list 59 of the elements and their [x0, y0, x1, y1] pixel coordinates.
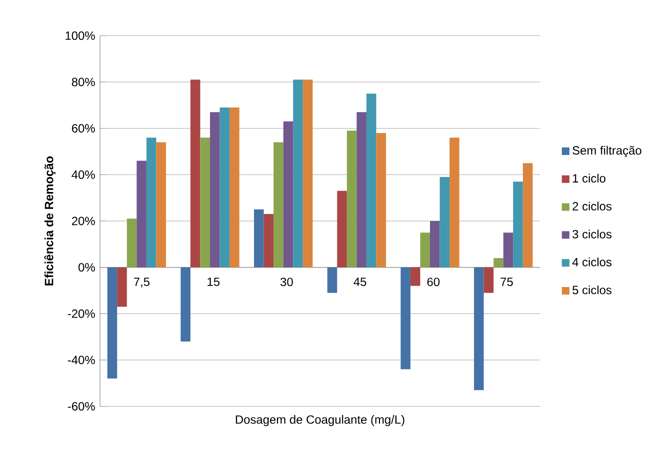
x-tick-label: 60 — [427, 278, 440, 286]
bar — [210, 112, 220, 268]
bar — [420, 232, 430, 268]
bar — [190, 80, 200, 268]
bar — [230, 107, 240, 268]
bar — [254, 209, 264, 268]
y-tick-label: 20% — [72, 216, 95, 226]
y-axis-title: Eficiência de Remoção — [44, 156, 56, 286]
legend-label: 2 ciclos — [572, 202, 612, 210]
bar — [430, 221, 440, 268]
bar — [494, 258, 504, 268]
bar — [302, 80, 313, 268]
x-tick-label: 75 — [500, 278, 513, 286]
bar — [503, 232, 514, 268]
y-tick-label: 60% — [72, 124, 95, 133]
bar — [484, 267, 494, 293]
y-tick-label: -20% — [68, 309, 95, 318]
bar — [440, 176, 450, 268]
bar — [180, 267, 190, 342]
legend-label: 4 ciclos — [572, 258, 612, 266]
bar — [156, 142, 166, 268]
bar — [126, 218, 137, 268]
bar — [327, 267, 338, 293]
y-tick-label: 80% — [72, 78, 95, 86]
bar — [356, 112, 366, 268]
x-axis-title: Dosagem de Coagulante (mg/L) — [236, 415, 404, 426]
bar — [283, 121, 294, 268]
bar — [474, 267, 484, 390]
bar — [513, 182, 523, 268]
legend-label: 1 ciclo — [572, 174, 606, 183]
x-tick-label: 45 — [354, 278, 366, 286]
bar — [410, 267, 420, 286]
y-tick-label: 0% — [78, 263, 95, 272]
bar — [346, 130, 357, 268]
x-tick-label: 15 — [208, 278, 220, 286]
bar — [293, 80, 303, 268]
legend-label: Sem filtração — [572, 146, 642, 158]
y-tick-label: 40% — [72, 170, 95, 179]
bar — [376, 132, 386, 268]
y-tick-label: -60% — [68, 402, 95, 411]
bar — [136, 160, 146, 268]
y-tick-label: 100% — [66, 31, 95, 40]
legend-label: 3 ciclos — [572, 230, 612, 238]
bar — [366, 94, 376, 268]
legend-label: 5 ciclos — [572, 285, 612, 294]
bar — [522, 163, 533, 268]
bar — [400, 267, 410, 370]
x-tick-label: 30 — [280, 278, 293, 286]
bar — [337, 190, 347, 268]
bar — [450, 138, 460, 268]
y-tick-label: -40% — [68, 356, 95, 364]
bar — [264, 214, 274, 268]
bar — [117, 267, 127, 307]
x-tick-label: 7,5 — [134, 278, 150, 288]
bar — [107, 267, 118, 379]
bar — [220, 107, 230, 268]
bar — [200, 138, 210, 268]
bar — [146, 138, 156, 268]
bar — [274, 142, 284, 268]
